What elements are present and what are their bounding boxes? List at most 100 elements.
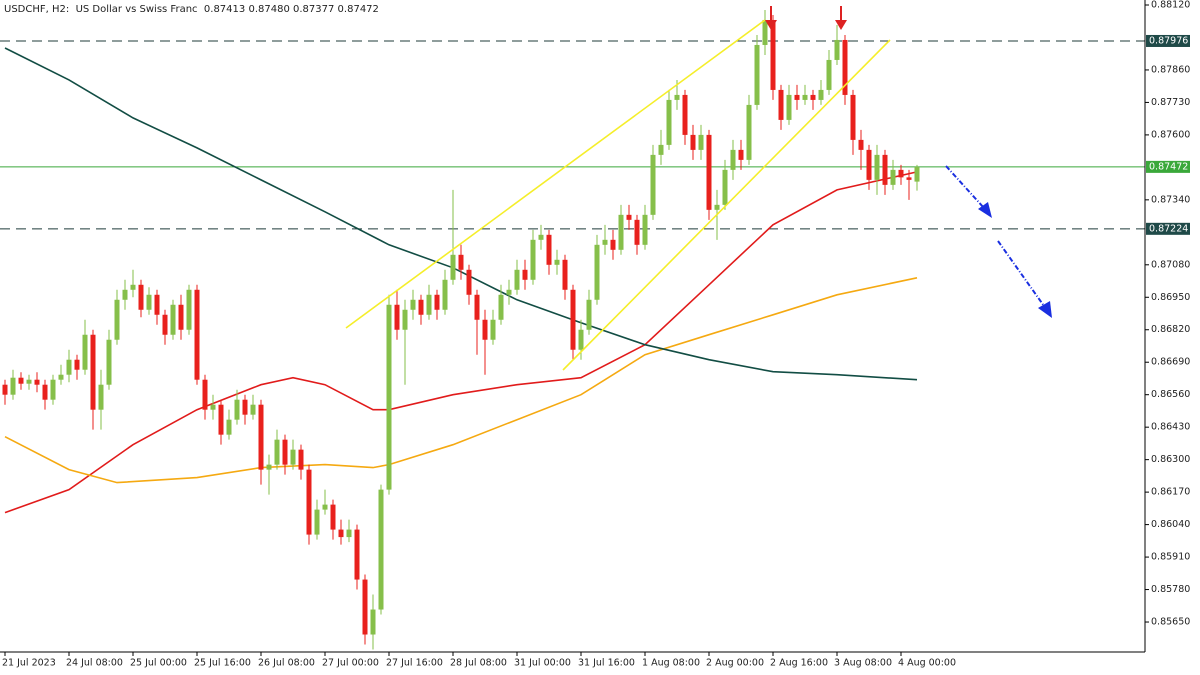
candle-body: [186, 289, 192, 330]
forecast-arrow: [997, 240, 1052, 318]
candle-body: [586, 299, 592, 330]
candle-body: [42, 384, 48, 400]
candle-body: [50, 379, 56, 400]
candle-body: [626, 214, 632, 220]
x-tick-label: 24 Jul 08:00: [66, 658, 123, 669]
candle-body: [514, 269, 520, 290]
price-level-label: 0.87224: [1149, 223, 1188, 234]
candle-body: [610, 239, 616, 250]
candle-body: [690, 134, 696, 150]
candle-body: [218, 404, 224, 435]
y-tick-label: 0.86300: [1151, 454, 1190, 465]
candle-body: [578, 329, 584, 350]
candle-body: [770, 19, 776, 90]
candle-body: [82, 334, 88, 370]
candle-body: [146, 294, 152, 310]
candle-body: [898, 169, 904, 178]
candle-body: [426, 294, 432, 315]
y-tick-label: 0.88120: [1151, 0, 1190, 10]
candle-body: [874, 154, 880, 180]
x-tick-label: 25 Jul 00:00: [130, 658, 187, 669]
candle-body: [330, 504, 336, 530]
candle-body: [730, 149, 736, 170]
candle-body: [210, 404, 216, 410]
candle-body: [714, 204, 720, 210]
x-tick-label: 2 Aug 00:00: [706, 658, 764, 669]
x-tick-label: 31 Jul 16:00: [578, 658, 635, 669]
candle-body: [834, 39, 840, 60]
candle-body: [634, 219, 640, 245]
candle-body: [226, 419, 232, 435]
candle-body: [306, 469, 312, 535]
y-tick-label: 0.85910: [1151, 552, 1190, 563]
last-low: 0.87377: [293, 4, 334, 15]
candle-body: [178, 304, 184, 330]
candle-body: [138, 284, 144, 310]
candle-body: [650, 154, 656, 215]
x-tick-label: 1 Aug 08:00: [642, 658, 700, 669]
candle-body: [554, 259, 560, 265]
y-tick-label: 0.87860: [1151, 64, 1190, 75]
candle-body: [234, 399, 240, 420]
candle-body: [130, 284, 136, 290]
forecast-arrow: [945, 165, 992, 218]
chart-title: USDCHF, H2: US Dollar vs Swiss Franc 0.8…: [4, 4, 379, 15]
candle-body: [490, 319, 496, 340]
candle-body: [122, 289, 128, 300]
candle-body: [866, 149, 872, 180]
candle-body: [450, 254, 456, 280]
price-level-label: 0.87472: [1149, 161, 1188, 172]
top-marker: [765, 6, 777, 30]
candle-body: [906, 177, 912, 180]
candle-body: [858, 139, 864, 150]
candle-body: [26, 379, 32, 384]
candle-body: [314, 509, 320, 535]
candle-body: [850, 94, 856, 140]
y-tick-label: 0.87080: [1151, 259, 1190, 270]
candle-body: [18, 377, 24, 384]
y-tick-label: 0.87730: [1151, 97, 1190, 108]
candle-body: [266, 464, 272, 470]
candle-body: [674, 94, 680, 100]
candle-body: [738, 149, 744, 160]
y-tick-label: 0.86560: [1151, 389, 1190, 400]
candle-body: [202, 379, 208, 410]
candle-body: [58, 374, 64, 380]
candle-body: [914, 166, 920, 182]
x-tick-label: 3 Aug 08:00: [834, 658, 892, 669]
candle-body: [546, 234, 552, 265]
moving-average: [4, 277, 918, 484]
candle-body: [250, 404, 256, 415]
candle-body: [298, 449, 304, 470]
price-level-box: [1146, 34, 1190, 47]
candle-body: [602, 239, 608, 245]
candle-body: [322, 504, 328, 510]
x-tick-label: 4 Aug 00:00: [898, 658, 956, 669]
candle-body: [530, 239, 536, 280]
candle-body: [722, 169, 728, 205]
candle-body: [618, 214, 624, 250]
candle-body: [338, 529, 344, 538]
y-tick-label: 0.86170: [1151, 487, 1190, 498]
candle-body: [418, 299, 424, 315]
y-tick-label: 0.86690: [1151, 357, 1190, 368]
candle-body: [746, 104, 752, 160]
x-tick-label: 21 Jul 2023: [2, 658, 56, 669]
x-tick-label: 26 Jul 08:00: [258, 658, 315, 669]
candle-body: [378, 489, 384, 610]
channel-line: [562, 39, 891, 371]
candle-body: [386, 304, 392, 490]
candle-body: [802, 94, 808, 100]
candle-body: [570, 289, 576, 350]
candle-body: [162, 314, 168, 335]
x-tick-label: 27 Jul 16:00: [386, 658, 443, 669]
candle-body: [706, 134, 712, 210]
candle-body: [90, 334, 96, 410]
candle-body: [362, 579, 368, 635]
candle-body: [458, 254, 464, 270]
candle-body: [66, 359, 72, 375]
candle-body: [34, 379, 40, 385]
candle-body: [258, 404, 264, 470]
y-tick-label: 0.86430: [1151, 422, 1190, 433]
candle-body: [522, 269, 528, 280]
